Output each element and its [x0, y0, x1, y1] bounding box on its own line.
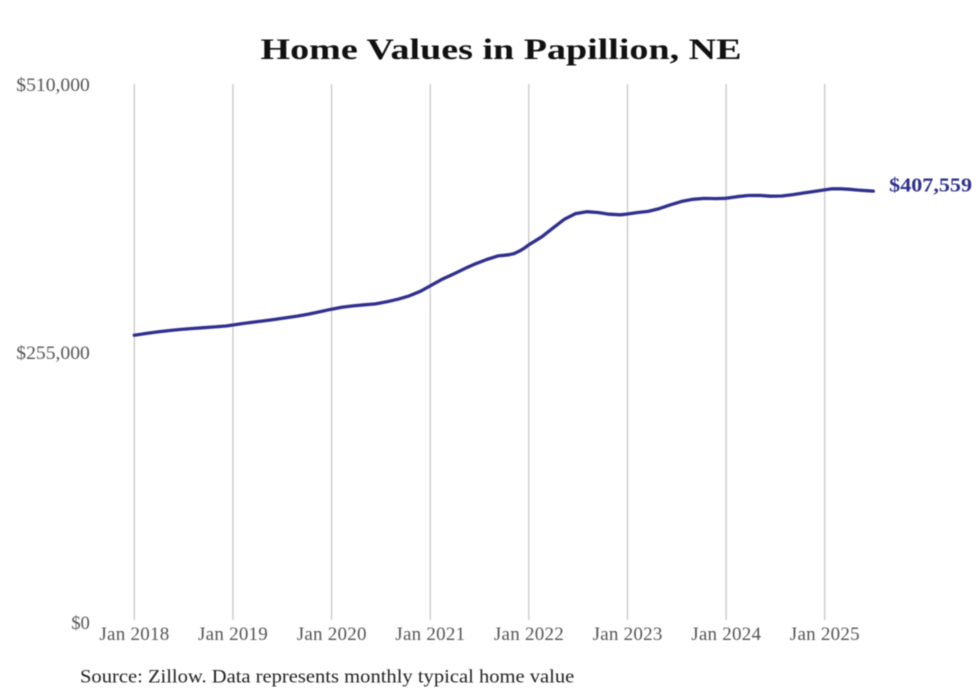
svg-text:Jan 2020: Jan 2020	[297, 624, 367, 645]
svg-text:Source: Zillow. Data represent: Source: Zillow. Data represents monthly …	[80, 667, 574, 688]
svg-text:Jan 2019: Jan 2019	[198, 624, 268, 645]
svg-text:Jan 2021: Jan 2021	[395, 624, 465, 645]
svg-text:Jan 2018: Jan 2018	[99, 624, 169, 645]
svg-text:Jan 2022: Jan 2022	[494, 624, 564, 645]
svg-text:$0: $0	[71, 613, 90, 634]
svg-text:$255,000: $255,000	[16, 343, 90, 364]
svg-text:$510,000: $510,000	[16, 75, 90, 96]
svg-text:Jan 2023: Jan 2023	[593, 624, 663, 645]
svg-text:Jan 2025: Jan 2025	[790, 624, 860, 645]
svg-text:$407,559: $407,559	[889, 175, 972, 197]
svg-text:Home Values in Papillion, NE: Home Values in Papillion, NE	[261, 33, 742, 66]
svg-text:Jan 2024: Jan 2024	[691, 624, 761, 645]
